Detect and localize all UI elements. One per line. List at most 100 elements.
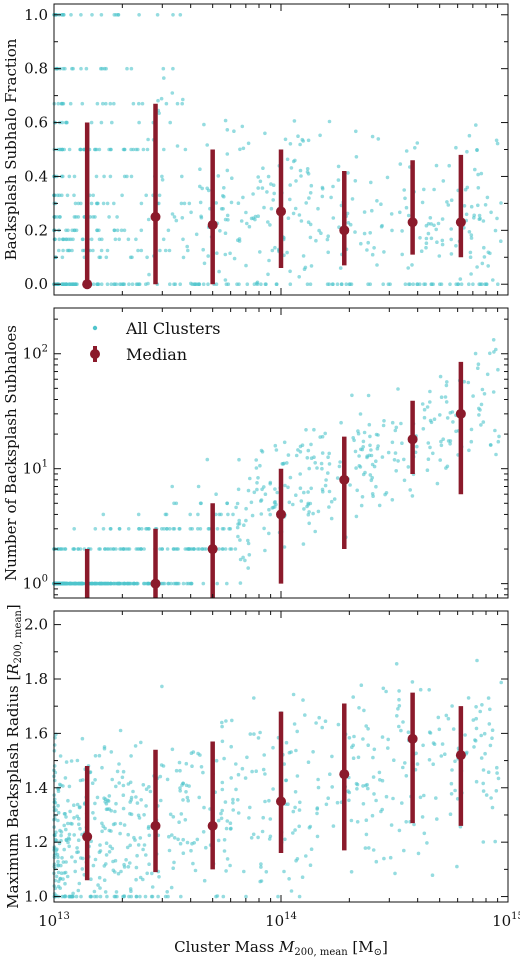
scatter-point xyxy=(76,888,81,893)
scatter-point xyxy=(361,439,366,444)
scatter-point xyxy=(224,826,229,831)
scatter-point xyxy=(259,512,264,516)
scatter-point xyxy=(463,733,467,737)
scatter-point xyxy=(361,472,366,477)
scatter-point xyxy=(393,871,397,876)
scatter-point xyxy=(91,863,96,868)
scatter-point xyxy=(104,841,109,845)
scatter-point xyxy=(167,248,172,253)
scatter-point xyxy=(177,760,182,765)
scatter-point xyxy=(190,841,194,846)
scatter-point xyxy=(295,857,300,861)
scatter-point xyxy=(223,231,228,235)
scatter-point xyxy=(327,505,331,509)
scatter-point xyxy=(69,821,73,826)
scatter-point xyxy=(58,886,62,890)
scatter-point xyxy=(116,13,121,17)
scatter-point xyxy=(402,188,407,192)
scatter-point xyxy=(158,774,163,779)
scatter-point xyxy=(184,790,188,794)
scatter-point xyxy=(70,66,74,71)
scatter-point xyxy=(329,516,334,521)
legend-scatter-marker xyxy=(92,325,98,331)
scatter-point xyxy=(381,282,386,287)
scatter-point xyxy=(251,192,255,196)
scatter-point xyxy=(196,512,200,517)
scatter-point xyxy=(55,215,59,219)
y-tick-label: 1.8 xyxy=(24,670,48,688)
scatter-point xyxy=(312,427,316,432)
scatter-point xyxy=(97,875,102,880)
scatter-point xyxy=(109,750,114,754)
scatter-point xyxy=(91,282,96,287)
scatter-point xyxy=(428,389,432,394)
scatter-point xyxy=(474,726,479,731)
scatter-point xyxy=(112,201,116,206)
scatter-point xyxy=(403,196,407,201)
scatter-point xyxy=(243,558,247,563)
scatter-point xyxy=(298,472,303,476)
scatter-point xyxy=(472,216,476,220)
scatter-point xyxy=(386,282,391,287)
scatter-point xyxy=(305,167,310,171)
scatter-point xyxy=(181,237,185,242)
scatter-point xyxy=(332,497,337,501)
scatter-point xyxy=(165,777,170,782)
scatter-point xyxy=(198,753,202,757)
scatter-point xyxy=(104,862,108,866)
scatter-point xyxy=(488,707,492,712)
scatter-point xyxy=(236,772,241,777)
scatter-point xyxy=(76,547,81,551)
scatter-point xyxy=(476,362,481,367)
scatter-point xyxy=(232,129,236,133)
scatter-point xyxy=(168,282,172,287)
scatter-point xyxy=(206,254,210,258)
scatter-point xyxy=(73,201,78,206)
scatter-point xyxy=(91,811,95,815)
scatter-point xyxy=(221,547,225,551)
scatter-point xyxy=(130,255,134,260)
median-point xyxy=(207,544,218,555)
scatter-point xyxy=(291,502,295,507)
scatter-point xyxy=(494,452,498,457)
scatter-point xyxy=(97,753,102,758)
y-tick-label: 1.4 xyxy=(24,779,48,797)
scatter-point xyxy=(104,101,108,106)
scatter-point xyxy=(428,418,433,423)
scatter-point xyxy=(372,747,377,752)
scatter-point xyxy=(445,200,449,204)
scatter-point xyxy=(495,141,500,146)
scatter-point xyxy=(99,581,104,586)
scatter-point xyxy=(368,231,373,235)
scatter-point xyxy=(468,250,473,255)
scatter-point xyxy=(266,220,270,224)
scatter-point xyxy=(323,483,328,488)
scatter-point xyxy=(382,856,386,861)
scatter-point xyxy=(415,444,419,449)
scatter-point xyxy=(221,894,226,899)
scatter-point xyxy=(291,692,296,697)
scatter-point xyxy=(112,101,116,106)
scatter-point xyxy=(431,282,436,287)
scatter-point xyxy=(364,783,368,788)
scatter-point xyxy=(252,696,256,700)
scatter-point xyxy=(115,769,120,774)
scatter-point xyxy=(300,875,305,879)
scatter-point xyxy=(368,434,372,439)
scatter-point xyxy=(397,724,401,729)
scatter-point xyxy=(181,837,185,842)
scatter-point xyxy=(434,163,439,168)
scatter-point xyxy=(326,471,330,475)
scatter-point xyxy=(106,798,110,803)
scatter-point xyxy=(147,785,151,789)
scatter-point xyxy=(449,781,454,786)
scatter-point xyxy=(90,781,95,785)
scatter-point xyxy=(350,197,355,201)
scatter-point xyxy=(494,138,499,143)
scatter-point xyxy=(174,218,179,223)
scatter-point xyxy=(160,684,164,689)
scatter-point xyxy=(404,149,409,153)
scatter-point xyxy=(120,775,125,780)
scatter-point xyxy=(270,506,275,510)
scatter-point xyxy=(476,172,480,177)
